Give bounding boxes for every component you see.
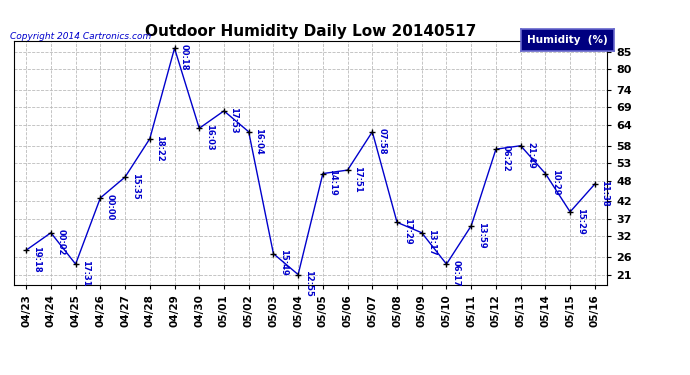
Text: 06:22: 06:22 xyxy=(502,145,511,172)
Text: 00:18: 00:18 xyxy=(180,44,189,70)
Text: Humidity  (%): Humidity (%) xyxy=(527,35,608,45)
Text: 16:04: 16:04 xyxy=(254,128,264,154)
Text: 17:53: 17:53 xyxy=(230,107,239,134)
Text: Copyright 2014 Cartronics.com: Copyright 2014 Cartronics.com xyxy=(10,32,152,41)
Text: 15:49: 15:49 xyxy=(279,249,288,276)
Text: 21:49: 21:49 xyxy=(526,141,535,168)
Text: 13:17: 13:17 xyxy=(427,229,436,255)
Text: 18:22: 18:22 xyxy=(155,135,164,161)
Text: 17:31: 17:31 xyxy=(81,260,90,286)
Text: 12:55: 12:55 xyxy=(304,270,313,297)
Text: 17:29: 17:29 xyxy=(402,218,412,245)
Text: 19:18: 19:18 xyxy=(32,246,41,273)
Text: 06:17: 06:17 xyxy=(452,260,461,286)
Title: Outdoor Humidity Daily Low 20140517: Outdoor Humidity Daily Low 20140517 xyxy=(145,24,476,39)
Text: 16:03: 16:03 xyxy=(205,124,214,151)
Text: 00:02: 00:02 xyxy=(57,229,66,255)
Text: 10:29: 10:29 xyxy=(551,170,560,196)
Text: 13:59: 13:59 xyxy=(477,222,486,248)
Text: 17:51: 17:51 xyxy=(353,166,362,193)
Text: 15:29: 15:29 xyxy=(575,208,584,234)
Text: 11:38: 11:38 xyxy=(600,180,609,207)
Text: 00:00: 00:00 xyxy=(106,194,115,220)
Text: 14:19: 14:19 xyxy=(328,170,337,196)
Text: 07:58: 07:58 xyxy=(378,128,387,154)
Text: 15:35: 15:35 xyxy=(130,173,139,200)
